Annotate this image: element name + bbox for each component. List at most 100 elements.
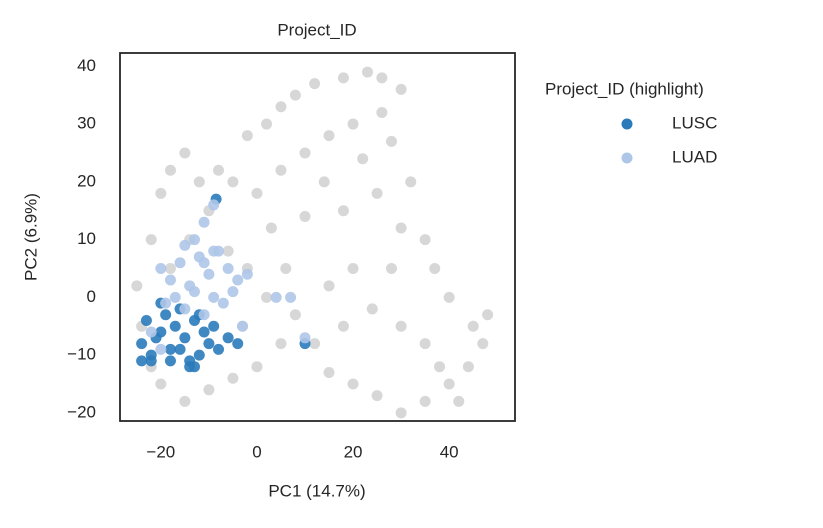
point <box>347 118 359 130</box>
point <box>323 130 335 142</box>
y-tick-label: 40 <box>77 56 96 75</box>
point <box>164 164 176 176</box>
point <box>179 332 191 344</box>
point <box>174 257 186 269</box>
point <box>179 147 191 159</box>
point <box>164 355 176 367</box>
point <box>309 78 321 90</box>
point <box>434 361 446 373</box>
point <box>482 309 494 321</box>
point <box>145 326 157 338</box>
point <box>227 372 239 384</box>
point <box>169 291 181 303</box>
point <box>261 118 273 130</box>
point <box>323 366 335 378</box>
point <box>145 234 157 246</box>
point <box>203 268 215 280</box>
point <box>140 314 152 326</box>
x-tick-label: 0 <box>252 442 261 461</box>
point <box>386 262 398 274</box>
point <box>261 291 273 303</box>
point <box>155 262 167 274</box>
point <box>309 338 321 350</box>
point <box>477 338 489 350</box>
point <box>453 395 465 407</box>
y-tick-label: 0 <box>87 287 96 306</box>
point <box>198 216 210 228</box>
point <box>275 101 287 113</box>
point <box>208 291 220 303</box>
point <box>227 176 239 188</box>
point <box>429 262 441 274</box>
point <box>164 343 176 355</box>
point <box>208 199 220 211</box>
point <box>371 390 383 402</box>
y-tick-label: −10 <box>67 345 96 364</box>
point <box>155 187 167 199</box>
point <box>232 338 244 350</box>
point <box>280 262 292 274</box>
point <box>251 361 263 373</box>
legend-marker <box>621 152 633 164</box>
point <box>222 262 234 274</box>
point <box>203 384 215 396</box>
point <box>188 286 200 298</box>
y-tick-label: 10 <box>77 229 96 248</box>
x-tick-label: −20 <box>146 442 175 461</box>
point <box>227 286 239 298</box>
point <box>198 257 210 269</box>
point <box>337 320 349 332</box>
point <box>145 355 157 367</box>
point <box>208 320 220 332</box>
point <box>164 262 176 274</box>
point <box>299 147 311 159</box>
point <box>395 407 407 419</box>
point <box>160 297 172 309</box>
y-tick-label: 30 <box>77 114 96 133</box>
legend-label: LUSC <box>672 113 717 132</box>
point <box>241 130 253 142</box>
point <box>347 378 359 390</box>
point <box>160 309 172 321</box>
point <box>213 164 225 176</box>
point <box>241 268 253 280</box>
point <box>376 72 388 84</box>
point <box>237 320 249 332</box>
point <box>198 309 210 321</box>
legend-marker <box>621 118 633 130</box>
point <box>136 355 148 367</box>
point <box>232 274 244 286</box>
x-tick-label: 40 <box>440 442 459 461</box>
point <box>131 280 143 292</box>
point <box>193 176 205 188</box>
point <box>136 338 148 350</box>
point <box>251 187 263 199</box>
point <box>395 320 407 332</box>
point <box>179 395 191 407</box>
x-tick-label: 20 <box>344 442 363 461</box>
point <box>208 245 220 257</box>
point <box>386 135 398 147</box>
point <box>347 262 359 274</box>
point <box>419 234 431 246</box>
point <box>443 291 455 303</box>
point <box>155 343 167 355</box>
point <box>299 332 311 344</box>
point <box>323 280 335 292</box>
point <box>174 343 186 355</box>
point <box>357 153 369 165</box>
point <box>395 222 407 234</box>
point <box>203 338 215 350</box>
point <box>193 349 205 361</box>
point <box>198 326 210 338</box>
point <box>169 320 181 332</box>
y-tick-label: 20 <box>77 171 96 190</box>
point <box>275 338 287 350</box>
chart-title: Project_ID <box>277 20 356 39</box>
point <box>371 187 383 199</box>
point <box>361 66 373 78</box>
point <box>222 245 234 257</box>
point <box>270 291 282 303</box>
point <box>164 274 176 286</box>
